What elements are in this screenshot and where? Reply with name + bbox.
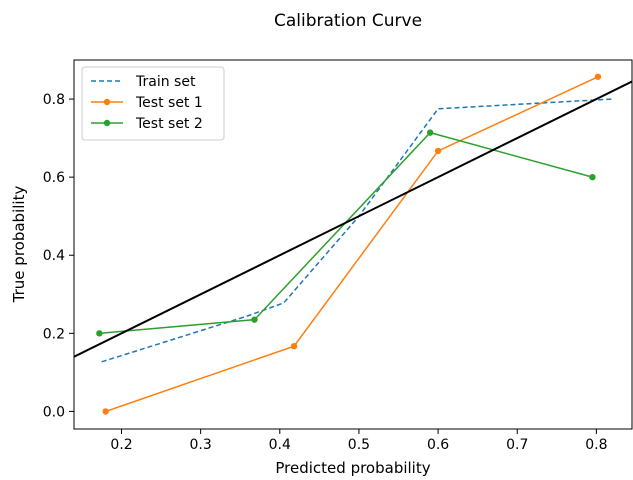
x-tick-label: 0.4 <box>269 437 291 453</box>
x-axis: 0.2 0.3 0.4 0.5 0.6 0.7 0.8 <box>110 429 608 453</box>
reference-diagonal-line <box>74 80 632 358</box>
legend-box <box>81 66 225 141</box>
x-tick-label: 0.8 <box>585 437 607 453</box>
series-point-2 <box>426 129 434 136</box>
legend-label: Test set 2 <box>135 116 203 132</box>
series-point-1 <box>434 147 442 155</box>
legend-marker <box>103 98 111 106</box>
series-point-1 <box>290 343 298 350</box>
x-tick-label: 0.5 <box>348 437 370 453</box>
y-axis-label: True probability <box>10 186 28 304</box>
plot-frame <box>73 59 633 430</box>
y-axis: 0.0 0.2 0.4 0.6 0.8 <box>43 92 74 420</box>
y-tick-label: 0.8 <box>43 92 65 108</box>
y-tick-label: 0.4 <box>43 248 65 264</box>
x-axis-label: Predicted probability <box>275 459 430 477</box>
chart-title: Calibration Curve <box>274 11 422 31</box>
legend: Train set Test set 1 Test set 2 <box>81 66 225 141</box>
legend-marker <box>103 119 111 127</box>
series-point-2 <box>96 330 103 337</box>
series-point-2 <box>589 173 596 181</box>
x-tick-label: 0.2 <box>110 437 132 453</box>
y-tick-label: 0.0 <box>43 404 65 420</box>
x-tick-label: 0.6 <box>427 437 449 453</box>
series-point-1 <box>102 408 109 415</box>
series-point-2 <box>251 316 258 323</box>
legend-label: Test set 1 <box>135 95 203 111</box>
series-line-2 <box>99 131 593 335</box>
x-tick-label: 0.7 <box>506 437 528 453</box>
x-tick-label: 0.3 <box>190 437 212 453</box>
legend-label: Train set <box>135 74 196 90</box>
series-point-1 <box>594 73 602 80</box>
series-line-1 <box>105 76 599 413</box>
series-layer <box>74 73 632 415</box>
y-tick-label: 0.2 <box>43 326 65 342</box>
y-tick-label: 0.6 <box>43 170 65 186</box>
series-line-0 <box>101 98 613 363</box>
